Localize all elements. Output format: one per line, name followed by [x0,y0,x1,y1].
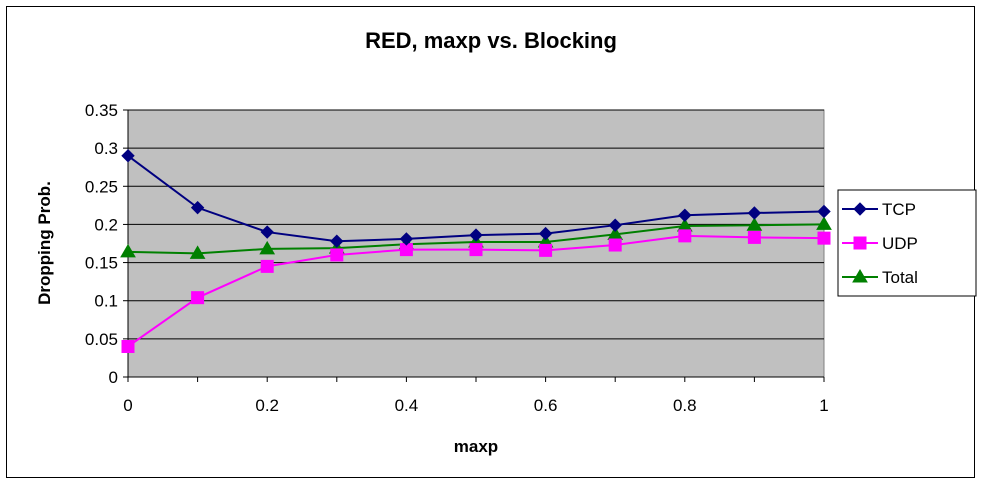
series-tcp [121,149,831,248]
y-tick-label: 0.05 [85,330,118,349]
data-point-udp [330,248,344,262]
data-point-tcp [330,234,344,248]
x-tick-label: 0.8 [673,396,697,415]
data-point-tcp [469,228,483,242]
series-udp [121,229,831,353]
y-tick-label: 0.15 [85,254,118,273]
legend-label: Total [882,268,918,287]
data-point-udp [121,339,135,353]
legend-marker-tcp [853,202,867,216]
y-tick-label: 0.1 [94,292,118,311]
data-point-tcp [121,149,135,163]
x-axis-title: maxp [454,437,498,456]
data-point-tcp [190,200,205,215]
data-point-total [189,245,206,259]
y-tick-label: 0 [109,368,118,387]
data-point-udp [678,229,692,243]
legend-item-total: Total [842,268,918,287]
y-tick-label: 0.2 [94,215,118,234]
data-point-udp [747,230,761,244]
legend-item-udp: UDP [842,234,918,253]
legend-marker-udp [853,236,867,250]
gridlines [128,109,824,340]
data-point-total [120,243,136,258]
legend-item-tcp: TCP [842,200,916,219]
x-tick-label: 0.4 [395,396,419,415]
data-point-tcp [538,226,553,241]
data-point-total [746,217,763,231]
data-point-udp [469,243,483,257]
x-tick-label: 0.6 [534,396,558,415]
data-point-total [259,240,276,255]
data-point-tcp [817,204,831,219]
y-tick-label: 0.35 [85,101,118,120]
legend: TCP UDP Total [837,189,977,297]
data-point-udp [817,231,831,245]
y-tick-label: 0.3 [94,139,118,158]
y-tick-label: 0.25 [85,177,118,196]
y-axis-title: Dropping Prob. [35,181,54,305]
legend-label: TCP [882,200,916,219]
data-point-tcp [747,206,762,220]
data-point-total [816,216,832,230]
data-point-tcp [260,225,274,239]
x-tick-labels: 0 0.2 0.4 0.6 0.8 1 [123,396,828,415]
legend-marker-total [852,269,868,283]
data-point-udp [608,238,622,252]
data-point-udp [260,259,274,273]
chart-title: RED, maxp vs. Blocking [365,28,617,53]
data-point-tcp [608,218,622,232]
data-point-udp [539,243,553,257]
x-tick-label: 0.2 [255,396,279,415]
data-point-udp [191,291,205,305]
legend-label: UDP [882,234,918,253]
y-tick-labels: 0 0.05 0.1 0.15 0.2 0.25 0.3 0.35 [85,101,118,387]
data-point-tcp [399,232,414,246]
data-point-tcp [678,208,692,222]
x-tick-label: 1 [819,396,828,415]
series-layer [120,149,832,353]
x-tick-label: 0 [123,396,132,415]
